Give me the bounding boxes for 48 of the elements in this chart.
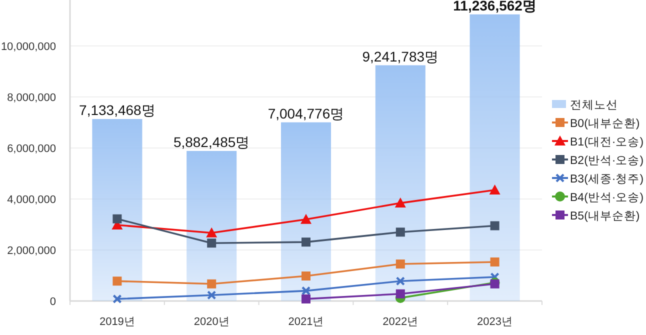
point [207, 238, 216, 248]
y-tick-label: 6,000,000 [7, 142, 56, 155]
x-tick-label: 2019년 [99, 316, 135, 328]
point [112, 214, 122, 224]
point [112, 294, 122, 304]
point [490, 257, 500, 266]
point [394, 198, 406, 208]
data-label: 7,004,776명 [268, 105, 344, 122]
x-tick-label: 2022년 [382, 316, 418, 328]
point [490, 221, 500, 230]
point [207, 279, 216, 288]
x-tick-label: 2021년 [288, 316, 324, 328]
y-tick-label: 4,000,000 [7, 194, 56, 206]
legend-label: B1(대전·오송) [570, 136, 644, 148]
point [206, 227, 218, 238]
point [396, 228, 405, 237]
y-tick-label: 10,000,000 [0, 40, 56, 53]
legend-label: 전체노선 [570, 100, 618, 112]
legend-label: B3(세종·청주) [570, 174, 644, 186]
y-tick-label: 8,000,000 [7, 92, 56, 104]
point [396, 260, 405, 269]
legend-label: B4(반석·오송) [570, 192, 644, 204]
point [301, 286, 311, 296]
legend-label: B0(내부순환) [570, 118, 640, 130]
data-label: 7,133,468명 [79, 102, 156, 118]
bar [375, 65, 426, 301]
point [489, 184, 500, 195]
x-tick-label: 2023년 [477, 316, 513, 328]
point [302, 238, 310, 247]
point [302, 272, 310, 280]
legend-label: B2(반석·오송) [570, 155, 644, 167]
x-tick-label: 2020년 [194, 316, 230, 328]
data-label: 5,882,485명 [173, 134, 250, 150]
y-tick-label: 2,000,000 [7, 244, 56, 257]
bar [186, 150, 237, 301]
bar [280, 122, 332, 301]
point [396, 289, 405, 298]
point [300, 214, 312, 224]
point [112, 276, 122, 286]
point [396, 276, 405, 286]
data-label: 9,241,783명 [362, 48, 439, 64]
data-label: 11,236,562명 [453, 0, 536, 14]
bar [470, 14, 520, 301]
y-tick-label: 0 [50, 296, 56, 308]
legend-label: B5(내부순환) [570, 210, 640, 222]
point [207, 290, 216, 300]
bar [92, 119, 142, 301]
point [302, 294, 310, 304]
